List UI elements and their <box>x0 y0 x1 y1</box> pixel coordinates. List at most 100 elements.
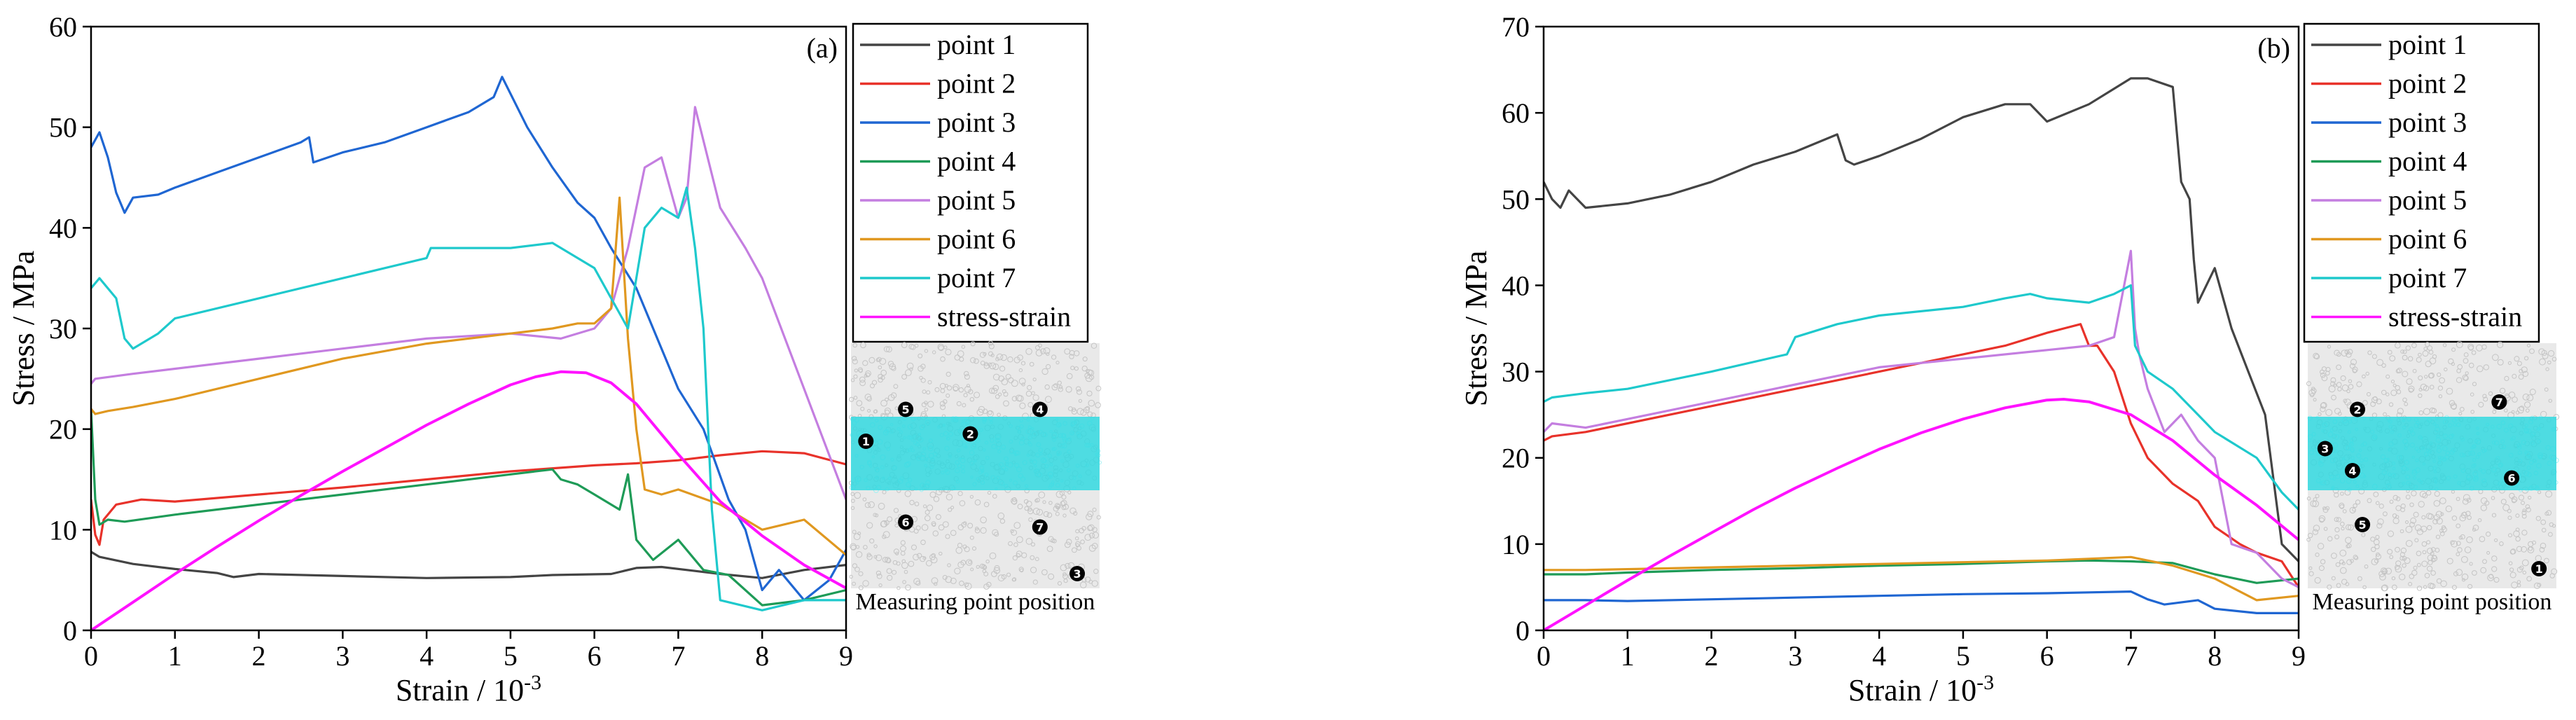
texture-grain <box>893 508 899 513</box>
texture-grain <box>1018 368 1023 373</box>
texture-grain <box>1032 394 1039 401</box>
texture-grain <box>2428 349 2434 355</box>
y-tick-label: 60 <box>1502 97 1530 129</box>
texture-grain <box>964 583 972 590</box>
texture-grain <box>851 499 855 503</box>
texture-grain <box>2524 401 2531 408</box>
texture-grain <box>1081 526 1086 531</box>
texture-grain <box>2548 399 2553 403</box>
texture-grain <box>1057 581 1062 586</box>
x-tick-label: 5 <box>1956 640 1970 672</box>
texture-grain <box>1042 500 1046 504</box>
texture-grain <box>2340 492 2344 496</box>
texture-grain <box>966 384 971 388</box>
texture-grain <box>880 520 888 527</box>
texture-grain <box>2348 524 2354 531</box>
measuring-point-number: 3 <box>2321 443 2329 456</box>
texture-grain <box>2306 497 2311 501</box>
texture-grain <box>989 552 997 560</box>
texture-grain <box>1082 356 1088 362</box>
texture-grain <box>2418 352 2422 357</box>
series-line-point-7 <box>91 186 846 611</box>
texture-grain <box>2416 562 2421 567</box>
inset-caption: Measuring point position <box>856 589 1095 615</box>
texture-grain <box>2539 358 2546 366</box>
texture-grain <box>1013 542 1018 548</box>
texture-grain <box>856 400 863 406</box>
texture-grain <box>2516 580 2521 584</box>
texture-grain <box>2548 350 2555 357</box>
texture-grain <box>893 384 899 389</box>
texture-grain <box>2435 534 2441 539</box>
texture-grain <box>890 392 897 399</box>
texture-grain <box>878 365 882 370</box>
texture-grain <box>2393 518 2400 525</box>
texture-grain <box>989 362 997 370</box>
texture-grain <box>921 402 927 408</box>
texture-grain <box>875 570 882 576</box>
texture-grain <box>2389 355 2396 362</box>
legend: point 1 point 2 point 3 point 4 point 5 point… <box>2303 22 2540 343</box>
x-tick-label: 3 <box>1788 640 1802 672</box>
texture-grain <box>2373 492 2379 497</box>
texture-grain <box>852 342 857 348</box>
texture-grain <box>929 491 936 498</box>
texture-grain <box>992 494 997 499</box>
texture-grain <box>2532 540 2536 545</box>
measuring-point-marker <box>858 434 874 449</box>
texture-grain <box>2418 393 2423 399</box>
texture-grain <box>2429 385 2435 390</box>
texture-grain <box>2446 387 2453 395</box>
texture-grain <box>2545 367 2549 371</box>
texture-grain <box>2456 552 2460 557</box>
texture-grain <box>1012 497 1017 502</box>
texture-grain <box>863 545 868 550</box>
texture-grain <box>854 368 858 373</box>
texture-grain <box>2407 356 2414 361</box>
texture-grain <box>2522 371 2529 377</box>
texture-grain <box>944 384 948 388</box>
texture-grain <box>2334 534 2340 539</box>
texture-grain <box>2525 408 2530 413</box>
legend-label: stress-strain <box>937 301 1071 333</box>
texture-grain <box>2354 555 2359 560</box>
texture-grain <box>962 403 967 408</box>
texture-grain <box>2370 401 2376 407</box>
texture-grain <box>931 553 936 558</box>
texture-grain <box>2327 584 2332 590</box>
texture-grain <box>996 353 1004 361</box>
texture-grain <box>2542 352 2549 359</box>
texture-grain <box>2515 513 2520 518</box>
texture-grain <box>2521 510 2527 515</box>
series-line-point-5 <box>1544 249 2299 588</box>
texture-grain <box>2334 408 2341 415</box>
x-tick-label: 8 <box>755 640 769 672</box>
texture-grain <box>1027 385 1032 391</box>
texture-grain <box>2375 534 2380 540</box>
texture-grain <box>1010 529 1014 533</box>
texture-grain <box>876 573 882 579</box>
measuring-point-number: 3 <box>1073 567 1081 581</box>
texture-grain <box>1062 574 1068 579</box>
texture-grain <box>1093 569 1099 574</box>
texture-grain <box>2332 383 2337 388</box>
texture-grain <box>892 560 898 565</box>
texture-grain <box>2405 494 2411 499</box>
texture-grain <box>2548 532 2553 537</box>
texture-grain <box>906 362 914 370</box>
texture-grain <box>2362 585 2367 590</box>
texture-grain <box>2492 410 2497 414</box>
texture-grain <box>2544 387 2549 392</box>
texture-grain <box>2521 513 2527 519</box>
texture-grain <box>1041 368 1048 375</box>
texture-grain <box>959 500 966 506</box>
texture-grain <box>2482 559 2487 565</box>
texture-grain <box>1046 364 1051 370</box>
texture-grain <box>2391 584 2397 590</box>
texture-grain <box>2339 502 2345 509</box>
texture-grain <box>1068 406 1073 411</box>
texture-grain <box>2480 504 2487 511</box>
texture-grain <box>878 374 883 380</box>
texture-grain <box>946 494 953 501</box>
texture-grain <box>850 492 855 497</box>
